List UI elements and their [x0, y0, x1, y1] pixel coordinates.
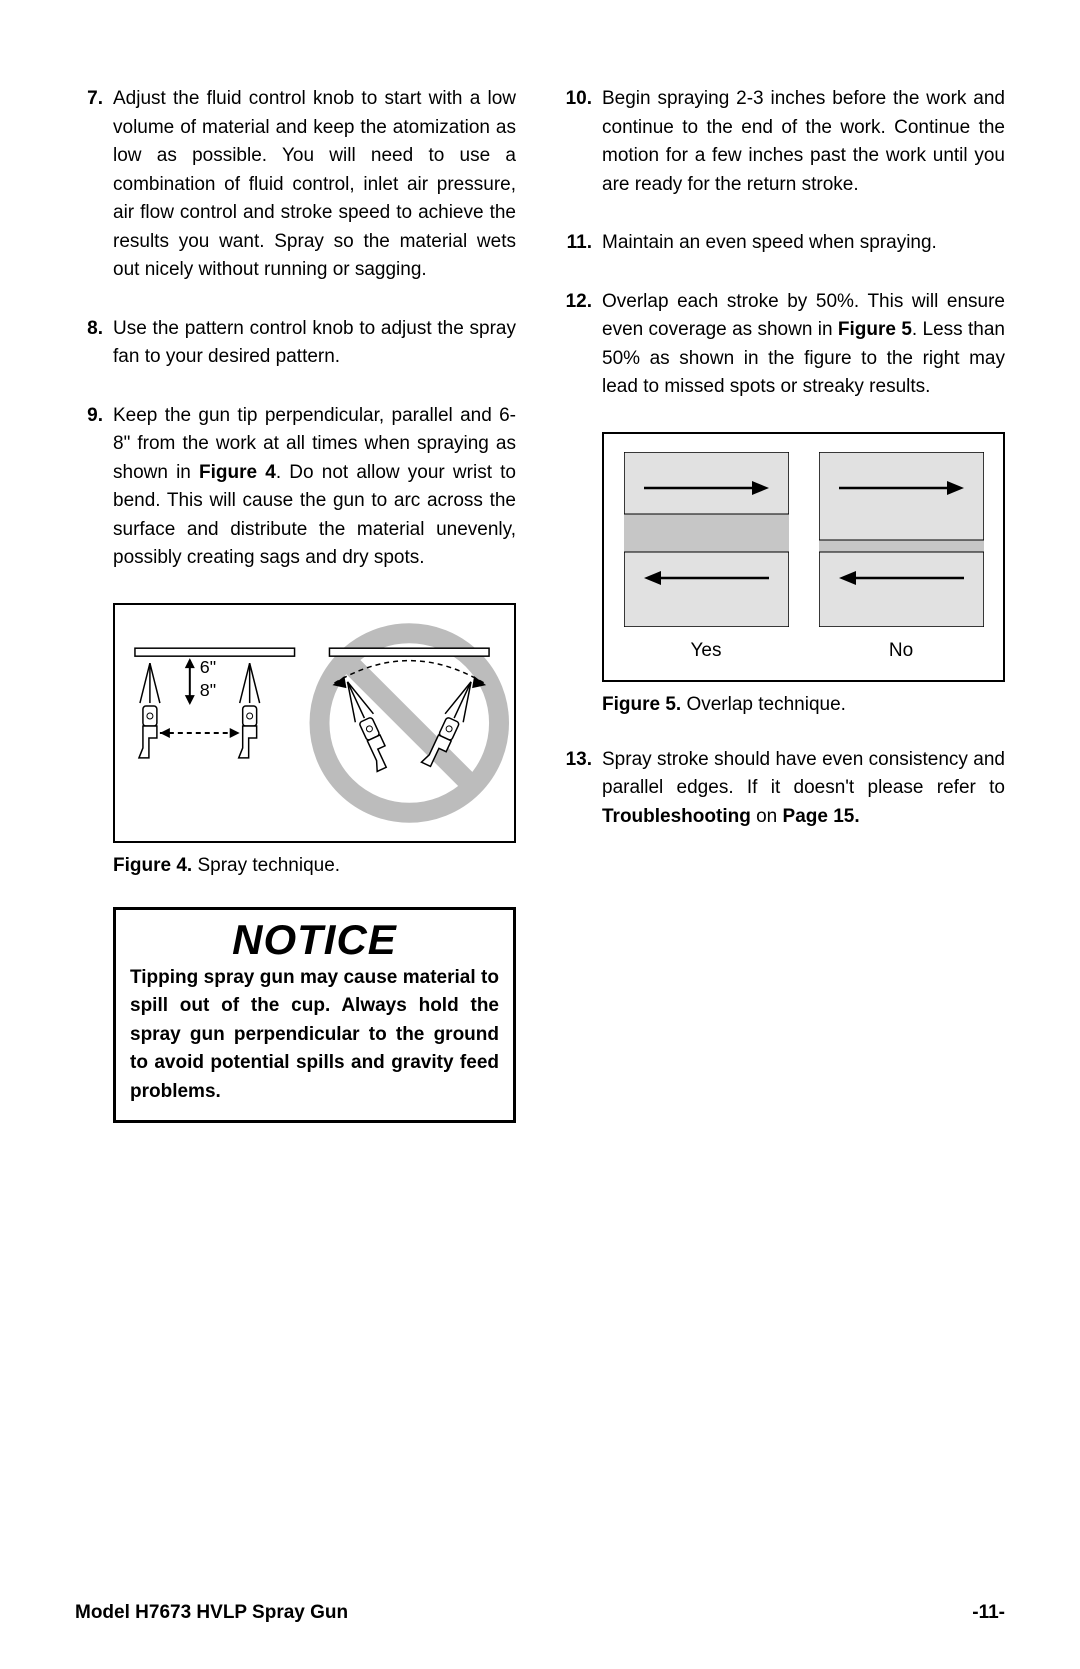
figure-5-no-panel: No	[819, 452, 984, 662]
figure-5-caption-label: Figure 5.	[602, 694, 681, 715]
list-item-text: Keep the gun tip perpendicular, parallel…	[113, 402, 516, 573]
list-item: 13.Spray stroke should have even consist…	[564, 746, 1005, 832]
footer-model: Model H7673 HVLP Spray Gun	[75, 1602, 348, 1624]
list-item-text: Overlap each stroke by 50%. This will en…	[602, 288, 1005, 402]
list-item-number: 12.	[564, 288, 602, 402]
notice-title: NOTICE	[130, 916, 499, 964]
list-item: 12.Overlap each stroke by 50%. This will…	[564, 288, 1005, 402]
figure-5-yes-panel: Yes	[624, 452, 789, 662]
figure-5-no-svg	[819, 452, 984, 627]
dist-label-8: 8"	[200, 680, 216, 700]
list-item-number: 11.	[564, 229, 602, 258]
list-item: 8.Use the pattern control knob to adjust…	[75, 315, 516, 372]
figure-5-yes-label: Yes	[624, 640, 789, 662]
footer-page: -11-	[972, 1602, 1005, 1624]
spray-gun-left-1	[139, 663, 160, 758]
list-item-text: Use the pattern control knob to adjust t…	[113, 315, 516, 372]
figure-5-caption-text: Overlap technique.	[681, 694, 846, 715]
figure-5-caption: Figure 5. Overlap technique.	[602, 694, 1005, 716]
right-column: 10.Begin spraying 2-3 inches before the …	[564, 85, 1005, 1123]
list-item-number: 7.	[75, 85, 113, 285]
figure-4-caption-label: Figure 4.	[113, 855, 192, 876]
list-item-number: 10.	[564, 85, 602, 199]
list-item-text: Maintain an even speed when spraying.	[602, 229, 1005, 258]
notice-body: Tipping spray gun may cause material to …	[130, 964, 499, 1107]
figure-5-no-label: No	[819, 640, 984, 662]
list-item: 9.Keep the gun tip perpendicular, parall…	[75, 402, 516, 573]
spray-gun-left-2	[239, 663, 260, 758]
list-item-number: 9.	[75, 402, 113, 573]
list-item-text: Begin spraying 2-3 inches before the wor…	[602, 85, 1005, 199]
list-item: 10.Begin spraying 2-3 inches before the …	[564, 85, 1005, 199]
list-item-text: Spray stroke should have even consistenc…	[602, 746, 1005, 832]
left-column: 7.Adjust the fluid control knob to start…	[75, 85, 516, 1123]
figure-4-caption-text: Spray technique.	[192, 855, 340, 876]
list-item: 7.Adjust the fluid control knob to start…	[75, 85, 516, 285]
notice-box: NOTICE Tipping spray gun may cause mater…	[113, 907, 516, 1124]
page-footer: Model H7673 HVLP Spray Gun -11-	[75, 1602, 1005, 1624]
list-item-number: 13.	[564, 746, 602, 832]
list-item-number: 8.	[75, 315, 113, 372]
figure-4-box: 6" 8"	[113, 603, 516, 843]
figure-4-caption: Figure 4. Spray technique.	[113, 855, 516, 877]
figure-5-yes-svg	[624, 452, 789, 627]
list-item: 11.Maintain an even speed when spraying.	[564, 229, 1005, 258]
figure-4-svg: 6" 8"	[115, 605, 514, 841]
dist-label-6: 6"	[200, 657, 216, 677]
list-item-text: Adjust the fluid control knob to start w…	[113, 85, 516, 285]
figure-5-box: Yes	[602, 432, 1005, 682]
